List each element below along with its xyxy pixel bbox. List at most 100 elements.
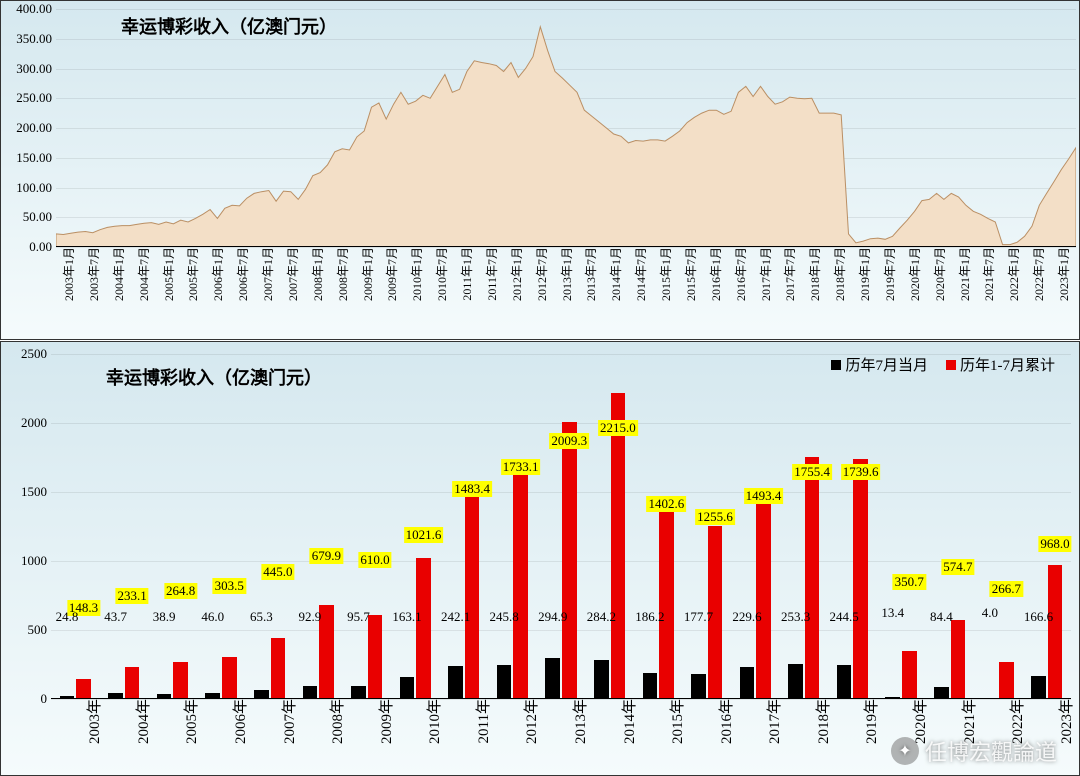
y-tick-label: 150.00: [16, 150, 56, 166]
x-tick-label: 2023年1月: [1051, 247, 1072, 301]
x-tick-label: 2011年7月: [479, 247, 500, 301]
label-month: 92.9: [297, 609, 324, 625]
bar-month: [691, 674, 706, 699]
bar-month: [497, 665, 512, 699]
x-tick-label: 2006年: [221, 699, 250, 744]
x-tick-label: 2007年: [270, 699, 299, 744]
x-tick-label: 2009年: [367, 699, 396, 744]
bar-cumulative: [902, 651, 917, 699]
bar-month: [400, 677, 415, 700]
x-tick-label: 2015年7月: [678, 247, 699, 301]
x-tick-label: 2017年7月: [777, 247, 798, 301]
x-tick-label: 2011年1月: [454, 247, 475, 301]
bar-cumulative: [368, 615, 383, 699]
label-cumulative: 2009.3: [549, 433, 589, 449]
x-axis: [56, 246, 1076, 247]
gridline: [51, 423, 1071, 424]
x-tick-label: 2018年1月: [802, 247, 823, 301]
y-tick-label: 1000: [21, 553, 51, 569]
bar-cumulative: [271, 638, 286, 699]
x-tick-label: 2018年7月: [827, 247, 848, 301]
bar-cumulative: [805, 457, 820, 699]
x-tick-label: 2019年7月: [877, 247, 898, 301]
area-chart: 幸运博彩收入（亿澳门元） 0.0050.00100.00150.00200.00…: [0, 0, 1080, 340]
label-cumulative: 266.7: [990, 581, 1023, 597]
gridline: [51, 561, 1071, 562]
watermark-text: 任博宏觀論道: [925, 735, 1057, 767]
x-tick-label: 2012年1月: [504, 247, 525, 301]
label-cumulative: 445.0: [261, 564, 294, 580]
bar-month: [545, 658, 560, 699]
x-tick-label: 2008年1月: [305, 247, 326, 301]
label-cumulative: 679.9: [310, 548, 343, 564]
x-tick-label: 2014年7月: [628, 247, 649, 301]
x-tick-label: 2015年1月: [653, 247, 674, 301]
area-plot-area: 0.0050.00100.00150.00200.00250.00300.003…: [56, 9, 1076, 247]
x-tick-label: 2007年1月: [255, 247, 276, 301]
label-cumulative: 1255.6: [695, 509, 735, 525]
bar-plot-area: 05001000150020002500148.324.82003年233.14…: [51, 354, 1071, 699]
x-tick-label: 2014年: [610, 699, 639, 744]
watermark: ✦ 任博宏觀論道: [891, 735, 1057, 767]
label-month: 166.6: [1022, 609, 1055, 625]
bar-cumulative: [416, 558, 431, 699]
label-month: 4.0: [980, 605, 1000, 621]
label-month: 38.9: [151, 609, 178, 625]
x-tick-label: 2008年7月: [330, 247, 351, 301]
y-tick-label: 300.00: [16, 61, 56, 77]
y-tick-label: 500: [28, 622, 52, 638]
label-cumulative: 1739.6: [841, 464, 881, 480]
label-month: 43.7: [102, 609, 129, 625]
label-cumulative: 1483.4: [452, 481, 492, 497]
x-tick-label: 2005年1月: [156, 247, 177, 301]
y-tick-label: 400.00: [16, 1, 56, 17]
bar-cumulative: [951, 620, 966, 699]
label-cumulative: 1021.6: [404, 527, 444, 543]
x-tick-label: 2010年7月: [429, 247, 450, 301]
area-path: [56, 9, 1076, 247]
label-cumulative: 1755.4: [792, 464, 832, 480]
bar-cumulative: [999, 662, 1014, 699]
label-cumulative: 1733.1: [501, 459, 541, 475]
bar-month: [788, 664, 803, 699]
x-tick-label: 2009年7月: [379, 247, 400, 301]
x-tick-label: 2006年1月: [205, 247, 226, 301]
x-tick-label: 2006年7月: [230, 247, 251, 301]
y-tick-label: 50.00: [23, 209, 56, 225]
y-tick-label: 350.00: [16, 31, 56, 47]
gridline: [51, 630, 1071, 631]
x-tick-label: 2019年: [852, 699, 881, 744]
x-tick-label: 2010年1月: [404, 247, 425, 301]
x-tick-label: 2020年7月: [927, 247, 948, 301]
x-tick-label: 2022年1月: [1001, 247, 1022, 301]
y-tick-label: 200.00: [16, 120, 56, 136]
x-tick-label: 2004年1月: [106, 247, 127, 301]
label-cumulative: 2215.0: [598, 420, 638, 436]
x-tick-label: 2020年1月: [902, 247, 923, 301]
x-tick-label: 2016年: [707, 699, 736, 744]
bar-cumulative: [222, 657, 237, 699]
bar-cumulative: [562, 422, 577, 699]
x-tick-label: 2021年1月: [952, 247, 973, 301]
bar-cumulative: [611, 393, 626, 699]
bar-cumulative: [173, 662, 188, 699]
label-cumulative: 303.5: [213, 578, 246, 594]
y-tick-label: 250.00: [16, 90, 56, 106]
x-axis: [51, 698, 1071, 699]
label-month: 46.0: [199, 609, 226, 625]
label-cumulative: 968.0: [1038, 536, 1071, 552]
label-month: 84.4: [928, 609, 955, 625]
label-cumulative: 264.8: [164, 583, 197, 599]
label-month: 24.8: [54, 609, 81, 625]
bar-cumulative: [76, 679, 91, 699]
bar-month: [1031, 676, 1046, 699]
label-month: 186.2: [633, 609, 666, 625]
y-tick-label: 2500: [21, 346, 51, 362]
x-tick-label: 2012年: [512, 699, 541, 744]
x-tick-label: 2008年: [318, 699, 347, 744]
x-tick-label: 2013年: [561, 699, 590, 744]
x-tick-label: 2003年1月: [56, 247, 77, 301]
bar-cumulative: [853, 459, 868, 699]
x-tick-label: 2011年: [464, 699, 493, 743]
bar-month: [643, 673, 658, 699]
